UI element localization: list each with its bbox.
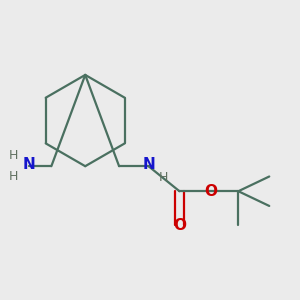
Text: O: O [173,218,186,232]
Text: H: H [159,172,168,184]
Text: N: N [23,157,36,172]
Text: N: N [142,157,155,172]
Text: O: O [204,184,217,199]
Text: H: H [8,149,18,162]
Text: H: H [8,170,18,183]
